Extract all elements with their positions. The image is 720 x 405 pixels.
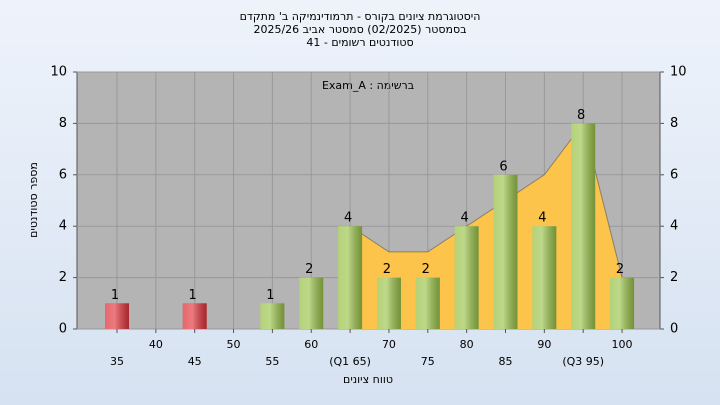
y-tick-label: 6 bbox=[59, 167, 67, 182]
y-tick-label-right: 2 bbox=[670, 270, 678, 285]
x-tick-label: 80 bbox=[460, 338, 474, 351]
bar-label: 1 bbox=[266, 288, 274, 303]
x-tick-label: 55 bbox=[265, 355, 279, 368]
bar-label: 2 bbox=[383, 262, 391, 277]
y-tick-label: 0 bbox=[59, 322, 67, 337]
title-line: בסמסטר (02/2025) סמסטר אביב 2025/26 bbox=[253, 23, 466, 36]
x-tick-label: 70 bbox=[382, 338, 396, 351]
bar-label: 4 bbox=[344, 211, 352, 226]
x-tick-label: 60 bbox=[304, 338, 318, 351]
x-tick-label: 40 bbox=[149, 338, 163, 351]
y-tick-label-right: 8 bbox=[670, 116, 678, 131]
bar-shade bbox=[493, 174, 518, 329]
bar-shade bbox=[532, 226, 557, 329]
y-tick-label: 4 bbox=[59, 219, 67, 234]
x-tick-label: (Q1 65) bbox=[329, 355, 371, 368]
title-line: סטודנטים רשומים - 41 bbox=[306, 36, 413, 49]
bar-label: 2 bbox=[616, 262, 624, 277]
bar-shade bbox=[182, 303, 207, 329]
annotation: Exam_A : ברשימה bbox=[322, 79, 414, 92]
x-tick-label: 100 bbox=[612, 338, 633, 351]
x-tick-label: 75 bbox=[421, 355, 435, 368]
bar-shade bbox=[338, 226, 363, 329]
x-tick-label: 85 bbox=[499, 355, 513, 368]
y-tick-label-right: 10 bbox=[670, 65, 687, 80]
title-line: היסטוגרמת ציונים בקורס - תרמודינמיקה ב' … bbox=[240, 10, 481, 23]
bar-label: 1 bbox=[111, 288, 119, 303]
x-axis-label: טווח ציונים bbox=[343, 373, 393, 386]
bar-label: 8 bbox=[577, 108, 585, 123]
y-axis-label: מספר סטודנטים bbox=[27, 162, 40, 238]
y-tick-label-right: 0 bbox=[670, 322, 678, 337]
bar-shade bbox=[571, 123, 596, 330]
x-tick-label: 45 bbox=[188, 355, 202, 368]
y-tick-label-right: 6 bbox=[670, 167, 678, 182]
bar-label: 2 bbox=[305, 262, 313, 277]
bar-shade bbox=[376, 277, 401, 329]
bar-label: 1 bbox=[189, 288, 197, 303]
y-tick-label: 8 bbox=[59, 116, 67, 131]
y-tick-label-right: 4 bbox=[670, 219, 678, 234]
x-tick-label: (Q3 95) bbox=[562, 355, 604, 368]
x-tick-label: 90 bbox=[537, 338, 551, 351]
bar-label: 6 bbox=[499, 159, 507, 174]
bar-shade bbox=[105, 303, 129, 329]
y-tick-label: 10 bbox=[50, 65, 67, 80]
bar-shade bbox=[610, 277, 635, 329]
y-tick-label: 2 bbox=[59, 270, 67, 285]
bar-shade bbox=[260, 303, 285, 329]
bar-label: 2 bbox=[422, 262, 430, 277]
bar-shade bbox=[454, 226, 479, 329]
bar-shade bbox=[415, 277, 440, 329]
x-tick-label: 50 bbox=[227, 338, 241, 351]
bar-label: 4 bbox=[538, 211, 546, 226]
bar-shade bbox=[299, 277, 324, 329]
x-tick-label: 35 bbox=[110, 355, 124, 368]
bar-label: 4 bbox=[461, 211, 469, 226]
